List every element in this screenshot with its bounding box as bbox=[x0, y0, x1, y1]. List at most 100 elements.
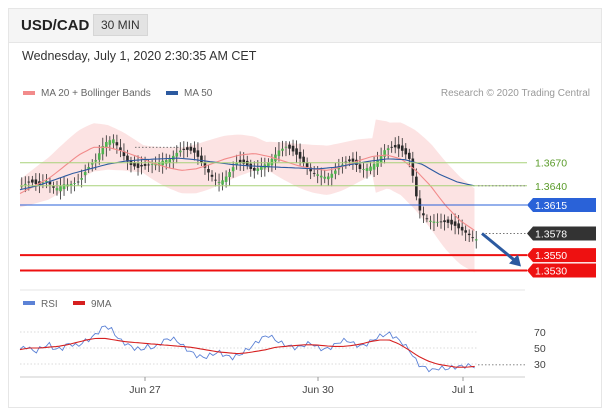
candle bbox=[168, 154, 172, 169]
candle-body bbox=[330, 173, 334, 178]
candle-body bbox=[83, 172, 87, 176]
candle bbox=[418, 190, 422, 219]
candle-body bbox=[439, 221, 443, 223]
candle-body bbox=[453, 221, 457, 226]
candle bbox=[87, 161, 90, 173]
timestamp: Wednesday, July 1, 2020 2:30:35 AM CET bbox=[22, 49, 257, 63]
timeframe-badge[interactable]: 30 MIN bbox=[93, 14, 148, 36]
candle-body bbox=[108, 140, 112, 145]
candle bbox=[383, 144, 386, 164]
candle-body bbox=[45, 181, 48, 183]
candle bbox=[457, 214, 460, 235]
bollinger-band bbox=[20, 119, 475, 273]
candle bbox=[224, 170, 228, 188]
candle-body bbox=[369, 166, 372, 171]
x-tick-label: Jun 27 bbox=[129, 384, 161, 396]
candle-body bbox=[59, 186, 62, 192]
price-level-label: 1.3578 bbox=[535, 229, 567, 241]
candle-body bbox=[302, 156, 305, 164]
rsi-ma-line bbox=[19, 337, 475, 368]
candle-body bbox=[397, 144, 401, 149]
rsi-ma-legend-label: 9MA bbox=[91, 299, 112, 310]
candle-body bbox=[260, 165, 263, 170]
candle bbox=[119, 138, 122, 158]
rsi-line bbox=[19, 325, 475, 373]
candle-body bbox=[446, 219, 450, 223]
ma50-legend-label: MA 50 bbox=[184, 88, 213, 99]
candle bbox=[295, 140, 298, 163]
candle bbox=[429, 215, 432, 230]
candle bbox=[464, 225, 467, 241]
candle-body bbox=[164, 160, 168, 164]
candle-body bbox=[41, 182, 45, 184]
candle-body bbox=[348, 159, 351, 162]
candle bbox=[393, 137, 397, 154]
candle bbox=[446, 216, 450, 229]
candle-body bbox=[242, 159, 246, 164]
candle-body bbox=[436, 221, 439, 223]
price-level-label: 1.3550 bbox=[535, 250, 567, 262]
rsi-plot: 70 50 30 bbox=[19, 325, 546, 373]
candle-body bbox=[358, 164, 362, 169]
candle bbox=[386, 144, 390, 159]
candle bbox=[196, 142, 200, 165]
candle-body bbox=[228, 172, 231, 178]
candle bbox=[76, 173, 80, 186]
candle-body bbox=[52, 186, 55, 188]
candle-body bbox=[284, 146, 288, 148]
candle bbox=[105, 135, 108, 157]
candle bbox=[23, 176, 27, 193]
candle-body bbox=[270, 158, 274, 166]
candle-body bbox=[210, 174, 214, 177]
ma20-line bbox=[19, 146, 475, 231]
candle-body bbox=[432, 221, 436, 223]
candle-body bbox=[450, 219, 453, 225]
candle bbox=[179, 142, 182, 157]
candle-body bbox=[115, 142, 119, 146]
price-levels: 1.3670 1.3640 1.3615 1.3578 1.3550 1.3530 bbox=[20, 158, 596, 278]
candle bbox=[115, 134, 119, 154]
candle bbox=[302, 149, 305, 167]
candle-body bbox=[319, 175, 323, 178]
candle bbox=[182, 141, 186, 159]
price-level-tag bbox=[527, 198, 596, 213]
candle-body bbox=[411, 158, 415, 176]
candle bbox=[362, 162, 365, 178]
candle-body bbox=[295, 148, 298, 155]
candle bbox=[334, 162, 337, 180]
candle bbox=[73, 177, 76, 192]
candle-body bbox=[238, 159, 242, 163]
candle-body bbox=[309, 167, 312, 172]
forecast-arrow-shaft bbox=[481, 232, 517, 263]
candle-body bbox=[217, 182, 221, 183]
candle-body bbox=[182, 148, 186, 150]
candle-body bbox=[393, 145, 397, 148]
ma50-legend-swatch bbox=[166, 91, 178, 95]
candle bbox=[291, 139, 295, 157]
candle-body bbox=[31, 179, 34, 183]
x-tick-label: Jun 30 bbox=[302, 384, 334, 396]
candle-body bbox=[316, 174, 319, 176]
candle-body bbox=[200, 155, 203, 163]
x-axis-ticks: Jun 27 Jun 30 Jul 1 bbox=[129, 377, 474, 396]
candle-body bbox=[186, 147, 189, 150]
candle bbox=[228, 168, 231, 186]
candle bbox=[217, 173, 221, 192]
candle bbox=[284, 140, 288, 157]
candle-body bbox=[76, 181, 80, 183]
candle-body bbox=[126, 155, 129, 162]
candle bbox=[432, 214, 436, 231]
candle bbox=[400, 138, 404, 158]
candle bbox=[221, 172, 224, 191]
candle-body bbox=[207, 168, 210, 173]
chart-frame: USD/CAD 30 MIN Wednesday, July 1, 2020 2… bbox=[8, 8, 602, 408]
ma50-line bbox=[19, 157, 475, 191]
candle-body bbox=[136, 163, 140, 168]
candle-body bbox=[344, 161, 348, 163]
candle-body bbox=[231, 167, 235, 172]
candle-body bbox=[69, 183, 73, 186]
candle-body bbox=[471, 237, 475, 239]
candle bbox=[97, 145, 101, 165]
candle bbox=[365, 163, 369, 179]
candle bbox=[207, 164, 210, 181]
